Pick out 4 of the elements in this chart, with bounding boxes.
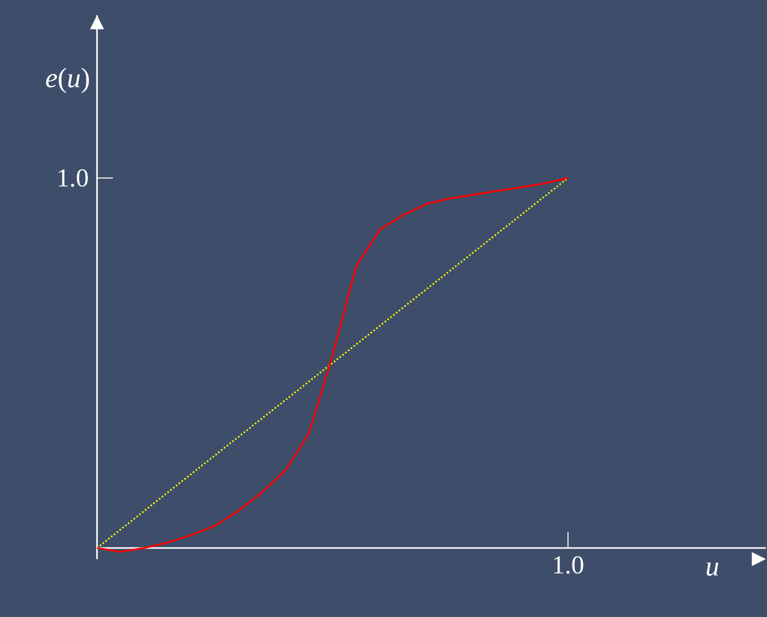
x-axis-title: u xyxy=(706,562,718,576)
annotation: 1.0 xyxy=(58,169,88,187)
text: 1.0 xyxy=(554,556,584,574)
y-axis-title: e(u) xyxy=(46,68,89,94)
